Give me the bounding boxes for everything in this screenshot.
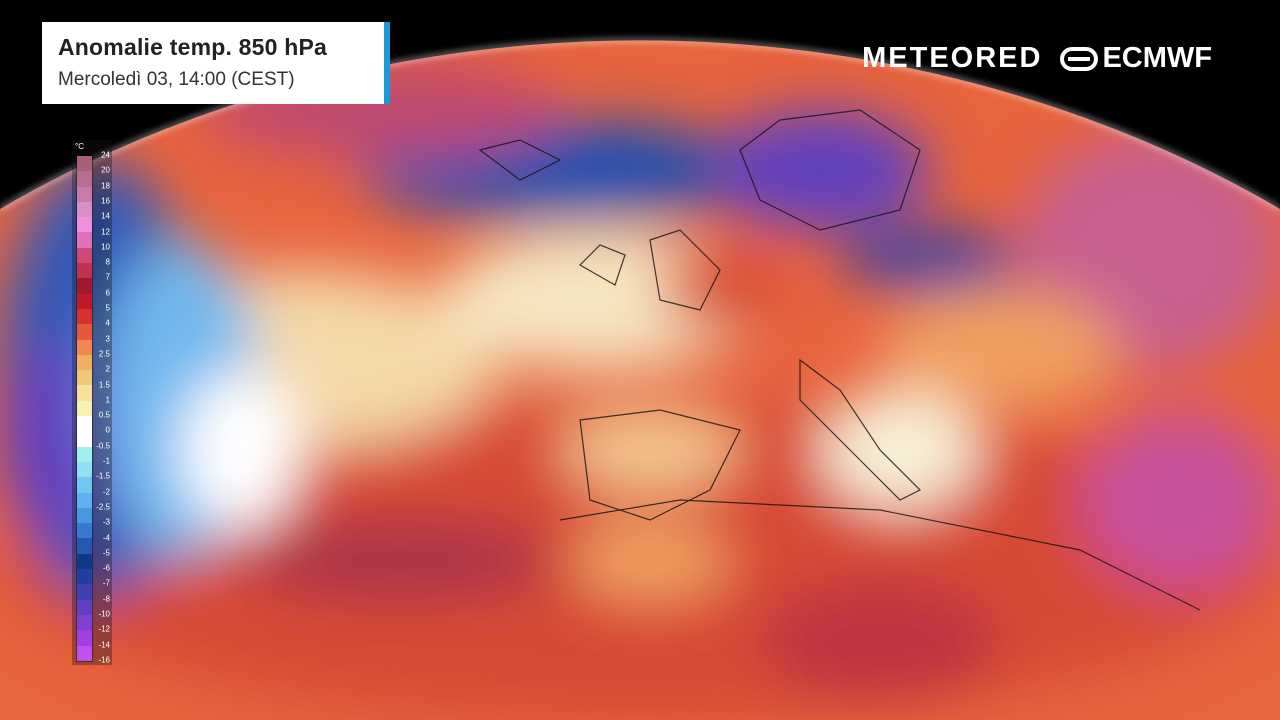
legend-unit: °C bbox=[75, 142, 84, 151]
legend-swatch bbox=[77, 171, 92, 187]
legend-label: 2.5 bbox=[98, 349, 110, 359]
ecmwf-mark-icon bbox=[1060, 46, 1099, 71]
legend-label: 18 bbox=[101, 181, 110, 191]
legend-label: 8 bbox=[105, 257, 110, 267]
legend-label: 12 bbox=[101, 227, 110, 236]
map-timestamp: Mercoledì 03, 14:00 (CEST) bbox=[58, 69, 295, 90]
legend-swatch bbox=[77, 614, 92, 631]
legend-label: 24 bbox=[101, 150, 110, 160]
legend-label: 20 bbox=[101, 165, 110, 175]
legend-swatch bbox=[77, 385, 92, 401]
legend-label: -12 bbox=[98, 624, 110, 634]
legend-swatch bbox=[77, 293, 92, 309]
legend-label: -5 bbox=[102, 548, 110, 558]
legend-swatch bbox=[77, 461, 92, 478]
color-legend: °C 24 20 18 16 14 12 10 8 7 6 5 4 3 2.5 2 1.5 1 0.5 0 -0.5 -… bbox=[72, 140, 112, 665]
map-title-box: Anomalie temp. 850 hPa Mercoledì 03, 14:… bbox=[42, 22, 390, 104]
legend-swatch bbox=[77, 308, 92, 325]
ecmwf-logo-text: ECMWF bbox=[1102, 42, 1212, 74]
legend-swatch bbox=[77, 584, 92, 600]
legend-label: -2.5 bbox=[96, 502, 110, 512]
legend-swatch bbox=[77, 354, 92, 371]
legend-label: 10 bbox=[101, 242, 110, 252]
legend-label: -0.5 bbox=[96, 441, 110, 451]
legend-label: 4 bbox=[105, 318, 110, 328]
legend-label: 2 bbox=[105, 364, 110, 374]
legend-label: 5 bbox=[105, 303, 110, 313]
legend-labels: 24 20 18 16 14 12 10 8 7 6 5 4 3 2.5 2 1.5 1 0.5 0 -0.5 -1 -1… bbox=[93, 150, 112, 665]
legend-swatch bbox=[77, 324, 92, 340]
legend-swatch bbox=[77, 232, 92, 248]
legend-swatch bbox=[77, 492, 92, 508]
logos: METEORED ECMWF bbox=[862, 42, 1212, 75]
legend-label: -2 bbox=[102, 487, 110, 497]
legend-label: -1.5 bbox=[96, 471, 110, 481]
legend-swatch bbox=[77, 507, 92, 524]
legend-swatch bbox=[77, 370, 92, 386]
legend-label: -7 bbox=[102, 578, 110, 588]
ecmwf-logo: ECMWF bbox=[1060, 42, 1212, 75]
legend-label: 3 bbox=[105, 334, 110, 344]
legend-label: 6 bbox=[105, 288, 110, 298]
legend-label: -14 bbox=[98, 640, 110, 650]
legend-swatch bbox=[77, 599, 92, 615]
legend-swatch bbox=[77, 201, 92, 218]
legend-swatch bbox=[77, 569, 92, 585]
legend-label: -6 bbox=[102, 563, 110, 573]
legend-color-bar bbox=[76, 155, 93, 662]
legend-label: -16 bbox=[98, 655, 110, 665]
legend-label: -8 bbox=[102, 594, 110, 604]
meteored-logo: METEORED bbox=[862, 42, 1043, 74]
legend-swatch bbox=[77, 400, 92, 417]
legend-swatch bbox=[77, 538, 92, 554]
legend-swatch bbox=[77, 339, 92, 355]
legend-swatch bbox=[77, 431, 92, 447]
legend-swatch bbox=[77, 278, 92, 294]
legend-swatch bbox=[77, 523, 92, 539]
legend-label: 0 bbox=[105, 425, 110, 435]
legend-swatch bbox=[77, 186, 92, 202]
legend-label: -10 bbox=[98, 609, 110, 619]
legend-swatch bbox=[77, 645, 92, 661]
legend-swatch bbox=[77, 553, 92, 570]
legend-swatch bbox=[77, 446, 92, 462]
legend-label: -4 bbox=[102, 533, 110, 543]
legend-swatch bbox=[77, 416, 92, 432]
legend-swatch bbox=[77, 263, 92, 279]
legend-label: -1 bbox=[102, 456, 110, 466]
legend-swatch bbox=[77, 247, 92, 264]
map-title: Anomalie temp. 850 hPa bbox=[58, 34, 327, 60]
legend-label: 0.5 bbox=[98, 410, 110, 420]
legend-swatch bbox=[77, 217, 92, 233]
legend-label: 7 bbox=[105, 272, 110, 282]
legend-label: 1 bbox=[105, 395, 110, 405]
legend-label: 1.5 bbox=[98, 380, 110, 390]
legend-label: -3 bbox=[102, 517, 110, 527]
legend-label: 16 bbox=[101, 196, 110, 206]
legend-swatch bbox=[77, 630, 92, 646]
legend-label: 14 bbox=[101, 211, 110, 221]
legend-swatch bbox=[77, 477, 92, 493]
legend-swatch bbox=[77, 156, 92, 172]
